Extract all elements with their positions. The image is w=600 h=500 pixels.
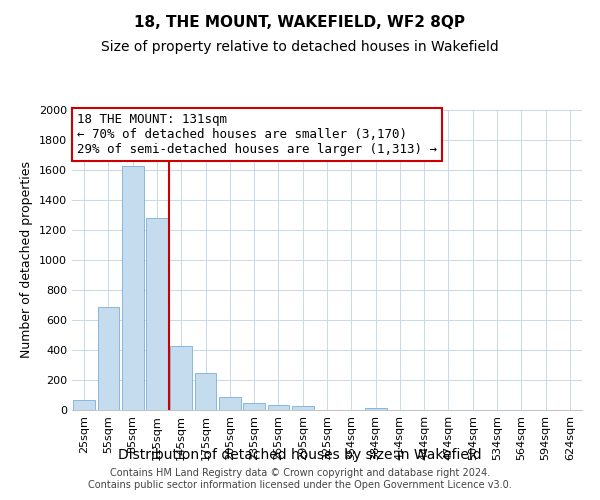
Text: Contains HM Land Registry data © Crown copyright and database right 2024.
Contai: Contains HM Land Registry data © Crown c… bbox=[88, 468, 512, 490]
Bar bbox=[268, 405, 289, 410]
Bar bbox=[292, 406, 314, 410]
Y-axis label: Number of detached properties: Number of detached properties bbox=[20, 162, 34, 358]
Bar bbox=[73, 400, 95, 410]
Text: Distribution of detached houses by size in Wakefield: Distribution of detached houses by size … bbox=[118, 448, 482, 462]
Bar bbox=[194, 372, 217, 410]
Bar bbox=[146, 218, 168, 410]
Bar bbox=[97, 306, 119, 410]
Bar bbox=[243, 402, 265, 410]
Bar bbox=[219, 396, 241, 410]
Text: 18 THE MOUNT: 131sqm
← 70% of detached houses are smaller (3,170)
29% of semi-de: 18 THE MOUNT: 131sqm ← 70% of detached h… bbox=[77, 113, 437, 156]
Text: Size of property relative to detached houses in Wakefield: Size of property relative to detached ho… bbox=[101, 40, 499, 54]
Bar bbox=[170, 346, 192, 410]
Text: 18, THE MOUNT, WAKEFIELD, WF2 8QP: 18, THE MOUNT, WAKEFIELD, WF2 8QP bbox=[134, 15, 466, 30]
Bar bbox=[122, 166, 143, 410]
Bar bbox=[365, 408, 386, 410]
